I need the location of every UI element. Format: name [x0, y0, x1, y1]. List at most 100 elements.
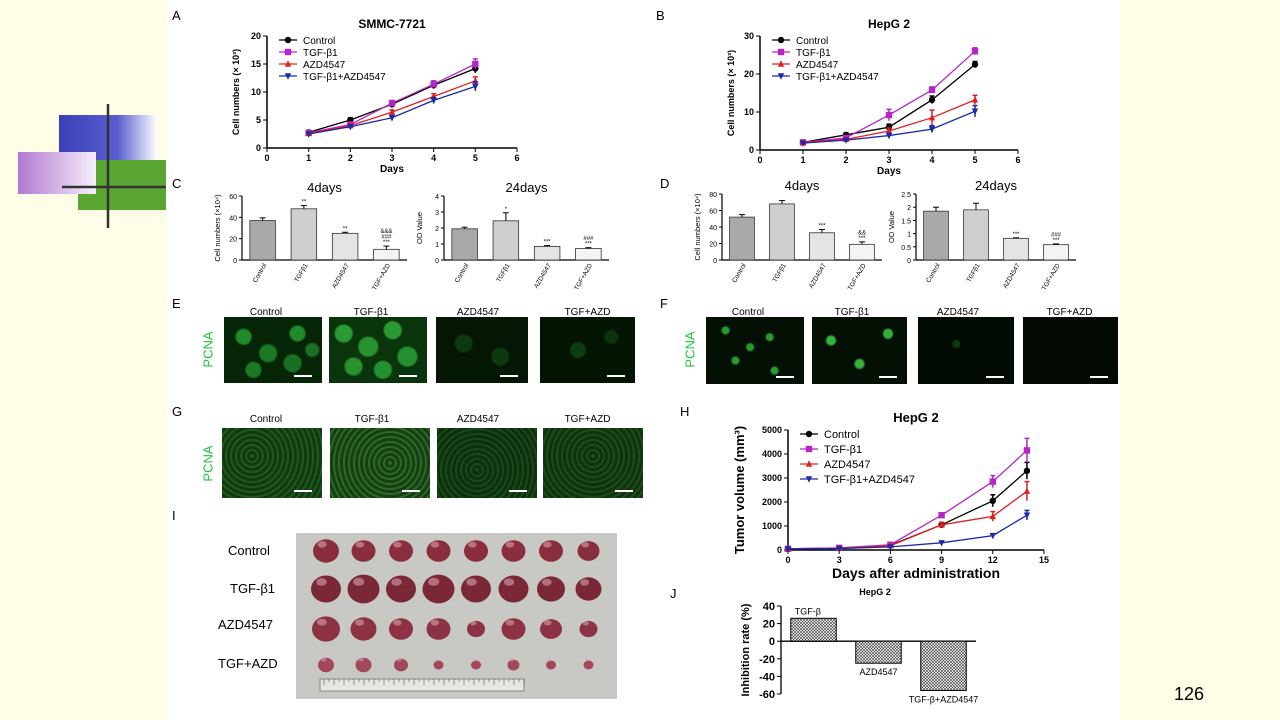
data-point: [971, 61, 979, 68]
x-axis-label: Days: [877, 166, 901, 177]
x-tick-label: 3: [886, 155, 891, 165]
tumor-highlight: [391, 578, 402, 586]
tumor: [507, 659, 520, 671]
y-tick-label: 0: [907, 258, 911, 265]
micrograph-g-azd: [437, 428, 537, 498]
legend-marker: [284, 36, 292, 44]
significance-mark: **: [302, 200, 307, 206]
x-tick-label: 3: [837, 555, 842, 565]
y-tick-label: 40: [709, 225, 717, 232]
y-axis-label: Inhibition rate (%): [740, 603, 752, 696]
y-tick-label: 0: [749, 145, 754, 155]
significance-mark: ***: [858, 236, 866, 242]
panel-letter-g: G: [172, 404, 183, 419]
bar: [331, 232, 359, 261]
y-tick-label: 1: [435, 242, 439, 249]
data-point: [347, 124, 354, 131]
tumor-highlight: [320, 657, 327, 662]
y-tick-label: 5000: [762, 425, 782, 435]
y-tick-label: -40: [759, 671, 775, 683]
y-axis-label: Tumor volume (mm³): [732, 426, 747, 554]
y-tick-label: 60: [709, 209, 717, 216]
bar: [290, 208, 318, 261]
x-tick-label: 15: [1039, 555, 1049, 565]
x-tick-label: AZD4547: [808, 262, 828, 290]
y-tick-label: 20: [709, 242, 717, 249]
data-point: [1023, 467, 1031, 474]
bar: [575, 248, 602, 261]
y-tick-label: 1.5: [901, 218, 911, 225]
y-tick-label: 10: [744, 107, 754, 117]
tumor-highlight: [472, 658, 477, 662]
ruler: [319, 678, 525, 692]
data-point: [842, 137, 850, 144]
micrograph-f-control: [706, 317, 804, 384]
tumor-highlight: [547, 658, 552, 662]
tumor-highlight: [317, 541, 327, 548]
bar: [1043, 244, 1069, 261]
y-tick-label: 15: [251, 59, 261, 69]
tumor-highlight: [316, 578, 327, 586]
data-point: [388, 100, 396, 107]
significance-mark: ***: [818, 223, 826, 229]
significance-mark: ***: [1012, 232, 1020, 238]
data-point: [989, 497, 996, 504]
x-tick-label: 6: [1015, 155, 1020, 165]
panel-letter-c: C: [172, 176, 182, 191]
data-point: [938, 521, 945, 528]
data-point: [885, 111, 893, 119]
data-point: [430, 97, 437, 105]
tumor: [311, 575, 341, 603]
chart-b-hepg2-growth: HepG 2 0 1 2 3 4 5 6 0 10 20 30 Days Cell numbers (× …: [726, 17, 1021, 177]
bar: [855, 640, 902, 664]
tumor: [347, 574, 380, 604]
x-tick-label: Control: [454, 262, 471, 284]
chart-title: 24days: [506, 180, 548, 195]
y-tick-label: 2: [435, 226, 439, 233]
y-tick-label: 0.5: [901, 245, 911, 252]
micrograph-f-azd: [918, 317, 1014, 384]
y-tick-label: 20: [744, 69, 754, 79]
chart-title: HepG 2: [859, 587, 891, 597]
x-tick-label: TGFβ1: [965, 262, 981, 283]
page-number: 126: [1174, 684, 1205, 704]
x-tick-label: 9: [939, 555, 944, 565]
data-point: [1023, 487, 1031, 494]
y-tick-label: 0: [233, 258, 237, 265]
x-tick-label: AZD4547: [1002, 262, 1022, 290]
micro-g-title-azd: AZD4547: [456, 414, 500, 425]
y-tick-label: 20: [251, 31, 261, 41]
data-point: [928, 86, 936, 94]
y-tick-label: 4: [435, 194, 439, 201]
micrograph-f-tgf: [812, 317, 907, 384]
chart-title: 24days: [975, 178, 1017, 193]
tumor-highlight: [430, 619, 440, 626]
bar: [492, 220, 520, 261]
y-tick-label: 1000: [762, 521, 782, 531]
chart-d2-24days: 24days 0 0.5 1 1.5 2 2.5 OD Value Control TGFβ1 **…: [887, 178, 1076, 290]
legend-marker: [284, 60, 292, 67]
tumor: [471, 660, 481, 670]
legend-marker: [777, 73, 785, 80]
data-point: [784, 546, 792, 553]
panel-letter-h: H: [680, 404, 690, 419]
tumor-highlight: [435, 658, 439, 662]
legend-label: TGF-β1+AZD4547: [303, 72, 386, 83]
y-tick-label: 0: [713, 258, 717, 265]
tumor-highlight: [505, 541, 515, 548]
significance-mark: ###: [583, 236, 594, 242]
micro-e-title-control: Control: [249, 307, 283, 318]
legend-label: AZD4547: [796, 60, 839, 71]
x-tick-label: 12: [988, 555, 998, 565]
tumor-highlight: [396, 657, 402, 662]
x-tick-label: 4: [929, 155, 934, 165]
legend-label: Control: [796, 36, 828, 47]
chart-title: SMMC-7721: [358, 17, 426, 31]
data-point: [472, 60, 479, 68]
legend-label: Control: [303, 36, 335, 47]
x-axis-label: Days: [380, 164, 404, 175]
bar: [790, 617, 837, 642]
y-tick-label: 0: [256, 143, 261, 153]
significance-mark: &&&: [380, 229, 392, 235]
chart-h-tumor-volume: HepG 2 0 3 6 9 12 15 0 1000 2000 3000 4000 5000 Days …: [732, 410, 1049, 581]
